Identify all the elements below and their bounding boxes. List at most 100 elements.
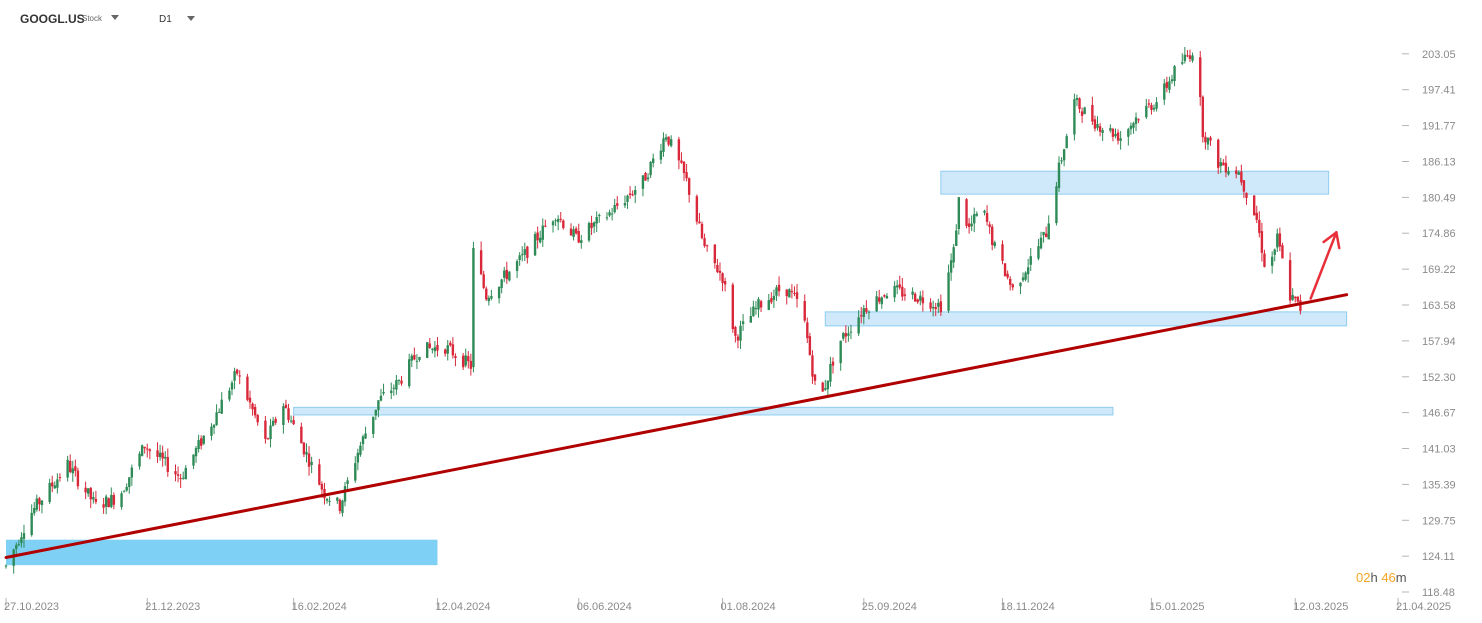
candle-body [1186,55,1189,57]
candle-242 [878,289,881,305]
candle-338 [1222,159,1225,166]
upward-arrow-icon[interactable] [1309,231,1338,300]
x-tick-label: 06.06.2024 [577,601,632,613]
candle-body [772,295,776,300]
candle-body [66,459,69,478]
candle-142 [518,252,521,266]
candle-132 [482,270,485,290]
candle-body [947,272,950,311]
candle-body [51,482,54,487]
y-tick-label: 118.48 [1422,587,1455,599]
candle-200 [723,277,727,292]
candle-body [569,228,573,236]
candle-body [580,240,583,243]
candle-body [957,197,961,230]
candle-19 [74,459,77,477]
candle-body [821,382,824,392]
candle-313 [1132,121,1135,134]
candle-212 [770,292,773,305]
candle-body [346,480,349,485]
candle-27 [104,494,108,515]
candle-body [1116,132,1120,141]
candle-body [336,497,339,501]
candle-82 [302,441,306,458]
candle-13 [53,481,56,489]
candle-63 [233,367,236,390]
candle-body [158,452,162,458]
candle-161 [587,221,591,243]
candle-276 [1001,240,1004,265]
candle-body [1042,231,1045,236]
candle-body [1127,129,1130,137]
candle-176 [641,175,645,197]
support-zone-1 [293,406,1114,416]
candle-body [202,435,205,444]
candle-197 [716,258,719,274]
candle-body [215,412,218,425]
candle-89 [325,497,329,504]
candle-body [716,265,719,273]
candle-107 [392,384,396,396]
candle-body [120,493,123,508]
candle-body [1201,96,1205,138]
candle-body [325,498,329,501]
candle-body [1276,233,1279,248]
y-tick-label: 180.49 [1422,192,1456,204]
candle-92 [338,498,342,514]
candle-body [479,250,483,275]
candle-5 [22,524,26,548]
support-zone-2 [824,311,1348,327]
candle-body [161,452,164,459]
candle-body [687,178,691,195]
candle-body [628,193,632,196]
y-tick-label: 124.11 [1422,551,1455,563]
interval-dropdown-chevron-down-icon[interactable] [187,16,195,21]
candle-6 [30,504,33,537]
candle-192 [698,213,701,224]
candle-body [788,289,791,298]
support-trendline[interactable] [4,293,1349,560]
candle-11 [48,478,51,505]
candle-body [1047,223,1050,240]
candle-body [865,308,868,312]
candle-body [598,215,601,217]
candle-261 [947,264,950,313]
candle-145 [526,245,529,264]
candle-body [292,420,295,425]
candle-body [1137,119,1140,121]
candle-body [1001,244,1004,261]
candle-139 [505,261,509,284]
candle-301 [1091,96,1094,125]
candle-body [40,500,44,506]
candle-131 [479,241,483,276]
interval-label[interactable]: D1 [159,14,172,25]
candle-23 [89,487,92,509]
candle-body [377,400,380,411]
candle-123 [449,340,452,347]
candle-181 [659,143,663,165]
y-tick-label: 157.94 [1422,336,1456,348]
candle-body [415,360,419,362]
candle-body [1217,139,1220,168]
candle-93 [341,499,344,517]
candle-64 [235,368,239,376]
candle-316 [1145,98,1148,120]
candle-body [271,420,275,426]
candle-262 [949,253,953,281]
candle-body [775,287,778,296]
candle-body [808,336,812,355]
candle-body [392,387,396,389]
candle-355 [1281,242,1284,259]
candle-body [1083,107,1086,115]
candle-43 [161,445,164,467]
symbol-label[interactable]: GOOGL.US [20,12,85,26]
candle-body [1168,81,1171,90]
candle-body [662,138,665,152]
candle-284 [1026,258,1030,283]
candle-21 [84,481,87,499]
symbol-dropdown-chevron-down-icon[interactable] [111,15,119,20]
candle-body [931,306,935,309]
candle-body [431,348,434,350]
candle-body [1299,300,1302,311]
